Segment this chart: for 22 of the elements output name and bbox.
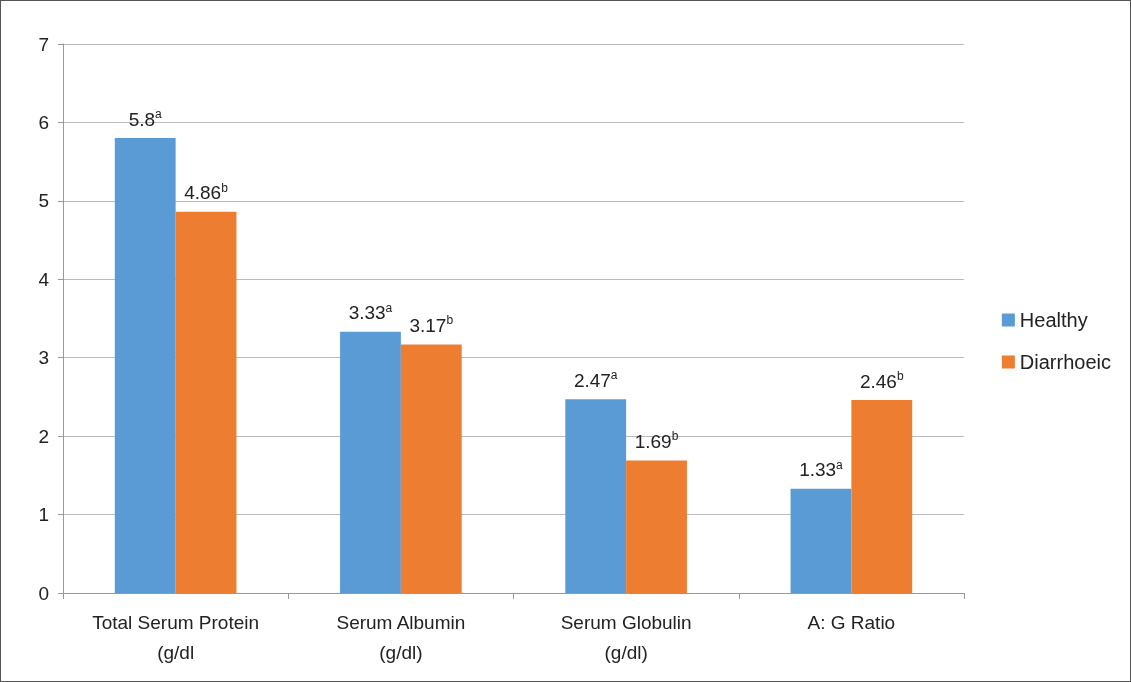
x-tick-label: Total Serum Protein (g/dl: [92, 611, 260, 663]
x-tick-label: Serum Globulin (g/dl): [560, 611, 692, 663]
bar: [851, 400, 913, 593]
bar: [565, 399, 627, 593]
y-tick-label: 0: [38, 582, 49, 604]
y-tick-label: 3: [38, 347, 49, 369]
y-tick-label: 5: [38, 190, 49, 212]
bar: [175, 211, 237, 593]
y-tick-label: 2: [38, 425, 49, 447]
legend-label: Diarrhoeic: [1019, 351, 1112, 373]
x-tick-label: A: G Ratio: [807, 611, 896, 633]
x-tick-label: Serum Albumin (g/dl): [336, 611, 466, 663]
y-tick-label: 4: [38, 268, 50, 290]
y-tick-label: 1: [38, 504, 49, 526]
y-tick-label: 7: [38, 33, 49, 55]
y-tick-label: 6: [38, 111, 49, 133]
bar: [790, 488, 852, 593]
bar: [340, 331, 401, 593]
legend-label: Healthy: [1019, 309, 1088, 331]
bar: [114, 138, 176, 593]
bar: [400, 344, 462, 593]
bar: [626, 460, 687, 593]
